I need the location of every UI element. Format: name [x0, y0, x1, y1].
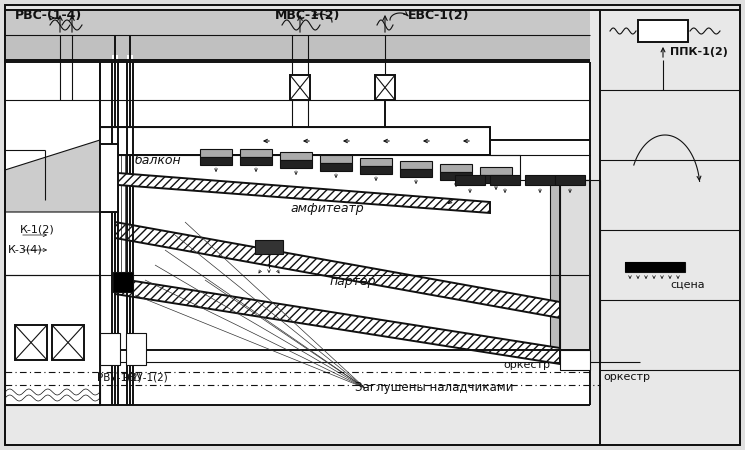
Polygon shape	[105, 172, 490, 213]
Polygon shape	[115, 222, 560, 318]
Polygon shape	[115, 278, 560, 364]
Bar	[360, 166, 392, 174]
Bar	[490, 175, 520, 185]
Bar	[625, 262, 685, 272]
Bar	[15, 325, 47, 360]
Bar	[52, 325, 84, 360]
Bar	[5, 10, 590, 60]
Bar	[638, 20, 688, 42]
Text: балкон: балкон	[135, 153, 182, 166]
Bar	[280, 152, 312, 160]
Bar	[400, 161, 432, 169]
Bar	[112, 55, 118, 405]
Bar	[100, 333, 120, 365]
Bar	[240, 149, 272, 157]
Bar	[127, 55, 133, 405]
Text: ложи: ложи	[440, 200, 471, 210]
Text: амфитеатр: амфитеатр	[290, 202, 364, 215]
Bar	[625, 262, 685, 272]
Text: партер: партер	[330, 275, 376, 288]
Bar	[126, 333, 146, 365]
Text: РВУ-1(2): РВУ-1(2)	[97, 372, 142, 382]
Bar	[480, 175, 512, 183]
Bar	[113, 272, 133, 292]
Text: К-1(2): К-1(2)	[20, 225, 54, 235]
Text: РВС-(1-4): РВС-(1-4)	[15, 9, 82, 22]
Bar	[290, 75, 310, 100]
Text: Заглушены наладчиками: Заглушены наладчиками	[355, 382, 513, 395]
Bar	[360, 158, 392, 166]
Bar	[320, 163, 352, 171]
Bar	[480, 167, 512, 175]
Bar	[200, 157, 232, 165]
Bar	[555, 175, 585, 185]
Polygon shape	[550, 180, 590, 350]
Bar	[5, 10, 590, 35]
Bar	[5, 35, 590, 62]
Text: К-3(4): К-3(4)	[8, 245, 42, 255]
Text: ППК-1(2): ППК-1(2)	[670, 47, 728, 57]
Bar	[255, 240, 283, 254]
Text: ЕВС-1(2): ЕВС-1(2)	[408, 9, 469, 22]
Text: РВУ-1(2): РВУ-1(2)	[123, 372, 168, 382]
Bar	[440, 172, 472, 180]
Text: МВС-1(2): МВС-1(2)	[275, 9, 340, 22]
Bar	[280, 160, 312, 168]
Bar	[100, 127, 490, 155]
Text: оркестр: оркестр	[503, 360, 550, 370]
Bar	[375, 75, 395, 100]
Text: оркестр: оркестр	[603, 372, 650, 382]
Bar	[525, 175, 555, 185]
Bar	[240, 157, 272, 165]
Bar	[5, 275, 100, 405]
Bar	[560, 350, 590, 370]
Bar	[560, 180, 600, 362]
Bar	[320, 155, 352, 163]
Bar	[100, 144, 118, 212]
Bar	[400, 169, 432, 177]
Bar	[440, 164, 472, 172]
Bar	[5, 10, 590, 405]
Text: сцена: сцена	[670, 280, 705, 290]
Bar	[455, 175, 485, 185]
Polygon shape	[5, 140, 100, 212]
Bar	[200, 149, 232, 157]
